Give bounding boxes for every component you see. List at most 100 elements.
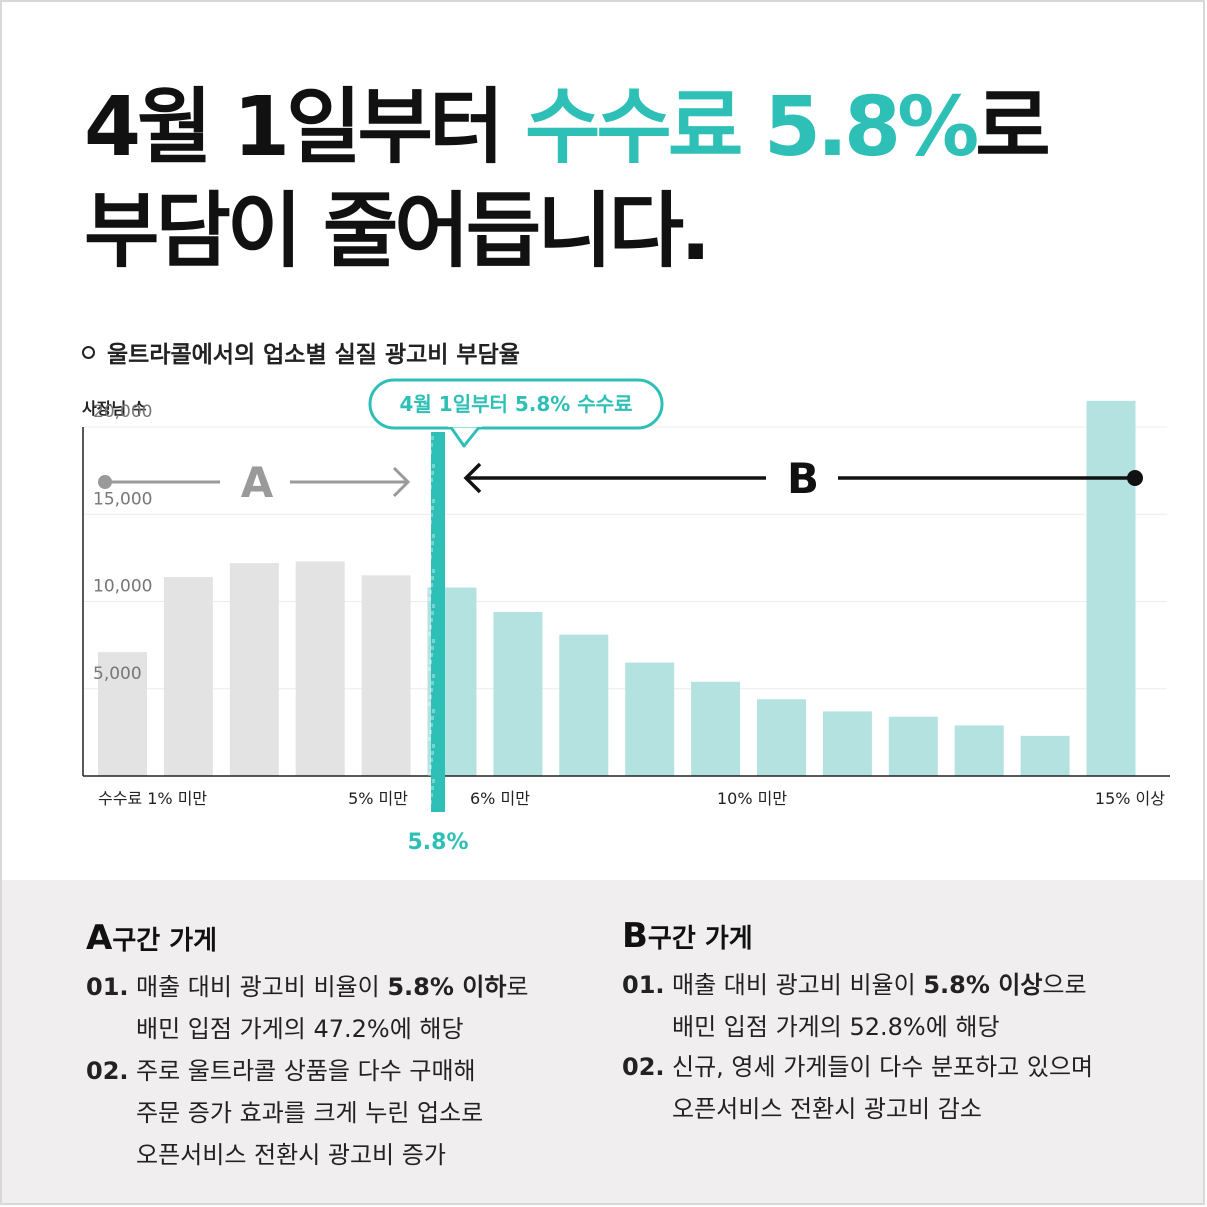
divider-texture <box>428 457 431 461</box>
bar-13 <box>888 716 938 776</box>
divider-texture <box>432 534 435 538</box>
section-a-title-text: 구간 가게 <box>112 926 218 956</box>
item-text-line2: 배민 입점 가게의 47.2%에 해당 <box>136 1015 464 1043</box>
divider-texture <box>430 618 433 622</box>
chart-axes: 사장님 수20,000 15,000 10,000 5,000 수수료 1% 미만 5% … <box>82 399 1170 808</box>
divider-texture <box>428 807 431 811</box>
bar-1 <box>98 652 147 776</box>
divider-texture <box>431 506 434 510</box>
callout-pointer-mask <box>448 422 482 427</box>
callout-text: 4월 1일부터 5.8% 수수료 <box>400 392 633 416</box>
divider-texture <box>432 744 435 748</box>
divider-texture <box>429 800 432 804</box>
divider-texture <box>429 485 432 489</box>
bar-7 <box>493 611 543 776</box>
divider-texture <box>430 583 433 587</box>
item-text: 매출 대비 광고비 비율이 5.8% 이상으로 배민 입점 가게의 52.8%에… <box>672 964 1087 1048</box>
item-text-post: 로 <box>506 973 529 1001</box>
headline-line-2: 부담이 줄어듭니다. <box>84 184 711 279</box>
divider-texture <box>430 723 433 727</box>
divider-texture <box>430 688 433 692</box>
item-text-line2: 오픈서비스 전환시 광고비 감소 <box>672 1095 982 1123</box>
bar-8 <box>559 634 609 776</box>
divider-texture <box>428 632 431 636</box>
chart-subtitle: 울트라콜에서의 업소별 실질 광고비 부담율 <box>82 335 520 369</box>
y-tick-label: 10,000 <box>93 577 152 597</box>
divider-texture <box>432 779 435 783</box>
item-text-line3: 오픈서비스 전환시 광고비 증가 <box>136 1141 446 1169</box>
divider-texture <box>431 716 434 720</box>
divider-texture <box>429 450 432 454</box>
section-b-title-text: 구간 가게 <box>647 924 753 954</box>
bar-15 <box>1020 735 1070 776</box>
item-text-line1: 신규, 영세 가게들이 다수 분포하고 있으며 <box>672 1053 1094 1081</box>
divider-texture <box>428 597 431 601</box>
region-b-label: B <box>787 454 819 503</box>
bar-12 <box>822 711 872 776</box>
bar-5 <box>361 575 411 776</box>
chart-bars <box>98 400 1136 776</box>
item-text: 매출 대비 광고비 비율이 5.8% 이하로 배민 입점 가게의 47.2%에 … <box>136 966 529 1050</box>
divider-texture <box>432 569 435 573</box>
section-a-title: A구간 가게 <box>86 918 217 958</box>
section-b-item-1: 01. 매출 대비 광고비 비율이 5.8% 이상으로 배민 입점 가게의 52… <box>622 964 1182 1054</box>
divider-bar <box>431 432 445 812</box>
chart-annotations: 5.8% 4월 1일부터 5.8% 수수료 A B <box>98 378 1143 855</box>
divider-texture <box>428 772 431 776</box>
divider-texture <box>432 499 435 503</box>
region-a-label: A <box>241 458 274 507</box>
region-b-end-dot <box>1127 470 1143 486</box>
section-b-letter: B <box>622 916 648 956</box>
headline-text: 4월 1일부터 <box>84 80 525 175</box>
item-number: 02. <box>622 1053 665 1081</box>
divider-texture <box>431 611 434 615</box>
callout-pointer <box>448 424 482 448</box>
divider-texture <box>429 625 432 629</box>
divider-texture <box>428 562 431 566</box>
item-text-line2: 배민 입점 가게의 52.8%에 해당 <box>672 1013 1000 1041</box>
bar-4 <box>295 561 345 776</box>
x-tick-label: 6% 미만 <box>470 789 530 808</box>
section-b-title: B구간 가게 <box>622 916 753 956</box>
y-tick-label: 15,000 <box>93 489 152 509</box>
bar-16 <box>1086 400 1136 776</box>
divider-texture <box>429 590 432 594</box>
section-b-item-2: 02. 신규, 영세 가게들이 다수 분포하고 있으며 오픈서비스 전환시 광고… <box>622 1046 1182 1136</box>
chart-subtitle-text: 울트라콜에서의 업소별 실질 광고비 부담율 <box>107 342 520 368</box>
divider-texture <box>432 604 435 608</box>
section-a-item-2: 02. 주로 울트라콜 상품을 다수 구매해 주문 증가 효과를 크게 누린 업… <box>86 1050 566 1180</box>
x-tick-label: 5% 미만 <box>348 789 408 808</box>
bullet-circle-icon <box>82 346 95 359</box>
divider-texture <box>431 646 434 650</box>
item-text-line2: 주문 증가 효과를 크게 누린 업소로 <box>136 1099 484 1127</box>
divider-texture <box>428 492 431 496</box>
item-text-line1: 주로 울트라콜 상품을 다수 구매해 <box>136 1057 476 1085</box>
divider-texture <box>431 786 434 790</box>
divider-texture <box>431 681 434 685</box>
callout-bubble <box>368 378 664 430</box>
divider-texture <box>429 695 432 699</box>
item-text-bold: 5.8% 이상 <box>923 971 1043 999</box>
y-tick-label: 5,000 <box>93 664 142 684</box>
divider-texture <box>432 709 435 713</box>
region-a-arrowhead <box>392 466 411 498</box>
x-tick-label: 15% 이상 <box>1095 789 1165 808</box>
divider-texture <box>428 702 431 706</box>
divider-texture <box>431 576 434 580</box>
divider-texture <box>430 793 433 797</box>
divider-texture <box>429 765 432 769</box>
divider-texture <box>430 758 433 762</box>
item-text-post: 으로 <box>1042 971 1087 999</box>
divider-texture <box>430 548 433 552</box>
item-number: 01. <box>622 971 665 999</box>
x-tick-label: 10% 미만 <box>717 789 787 808</box>
divider-texture <box>431 541 434 545</box>
item-text-pre: 매출 대비 광고비 비율이 <box>136 973 388 1001</box>
y-tick-label: 20,000 <box>93 402 152 422</box>
bar-2 <box>163 577 213 776</box>
headline-text-end: 로 <box>975 80 1050 175</box>
divider-texture <box>428 527 431 531</box>
item-number: 01. <box>86 973 129 1001</box>
bar-10 <box>691 681 741 776</box>
